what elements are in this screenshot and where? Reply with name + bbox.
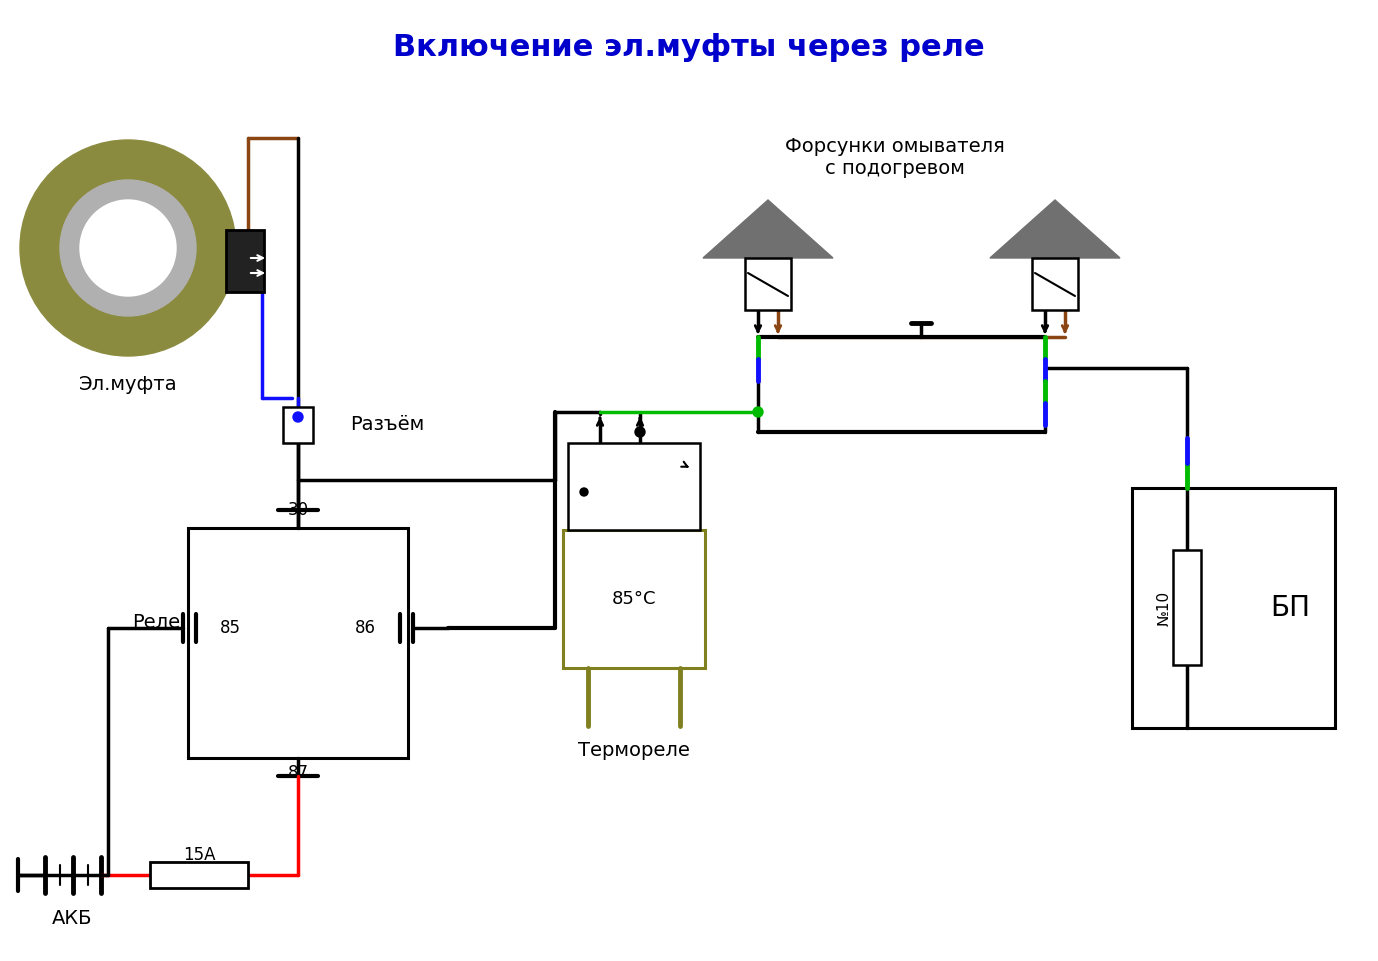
Text: Разъём: Разъём: [350, 415, 424, 434]
Text: БП: БП: [1271, 594, 1310, 622]
Bar: [187, 528, 408, 758]
Polygon shape: [989, 200, 1120, 258]
Text: Реле: Реле: [132, 613, 181, 632]
Text: 86: 86: [356, 619, 376, 637]
Bar: [564, 530, 706, 668]
Text: 85°С: 85°С: [612, 590, 656, 608]
Bar: [1131, 488, 1335, 728]
Text: 15А: 15А: [183, 846, 215, 864]
Text: Включение эл.муфты через реле: Включение эл.муфты через реле: [393, 34, 985, 62]
Circle shape: [21, 140, 236, 356]
Text: Форсунки омывателя
с подогревом: Форсунки омывателя с подогревом: [785, 137, 1005, 179]
Text: Эл.муфта: Эл.муфта: [79, 376, 178, 395]
Bar: [150, 862, 248, 888]
Text: Термореле: Термореле: [577, 741, 690, 759]
Circle shape: [294, 412, 303, 422]
Text: 30: 30: [288, 501, 309, 519]
Circle shape: [80, 200, 176, 296]
Bar: [226, 230, 265, 292]
Text: АКБ: АКБ: [52, 908, 92, 927]
Text: 85: 85: [220, 619, 241, 637]
Bar: [282, 407, 313, 443]
Text: №10: №10: [1156, 590, 1171, 626]
Circle shape: [635, 427, 645, 437]
Text: 87: 87: [288, 764, 309, 782]
Polygon shape: [703, 200, 832, 258]
Bar: [1173, 550, 1202, 665]
Circle shape: [580, 488, 588, 496]
Bar: [745, 258, 791, 310]
Circle shape: [61, 180, 196, 316]
Circle shape: [752, 407, 763, 417]
Bar: [568, 443, 700, 530]
Bar: [1032, 258, 1078, 310]
